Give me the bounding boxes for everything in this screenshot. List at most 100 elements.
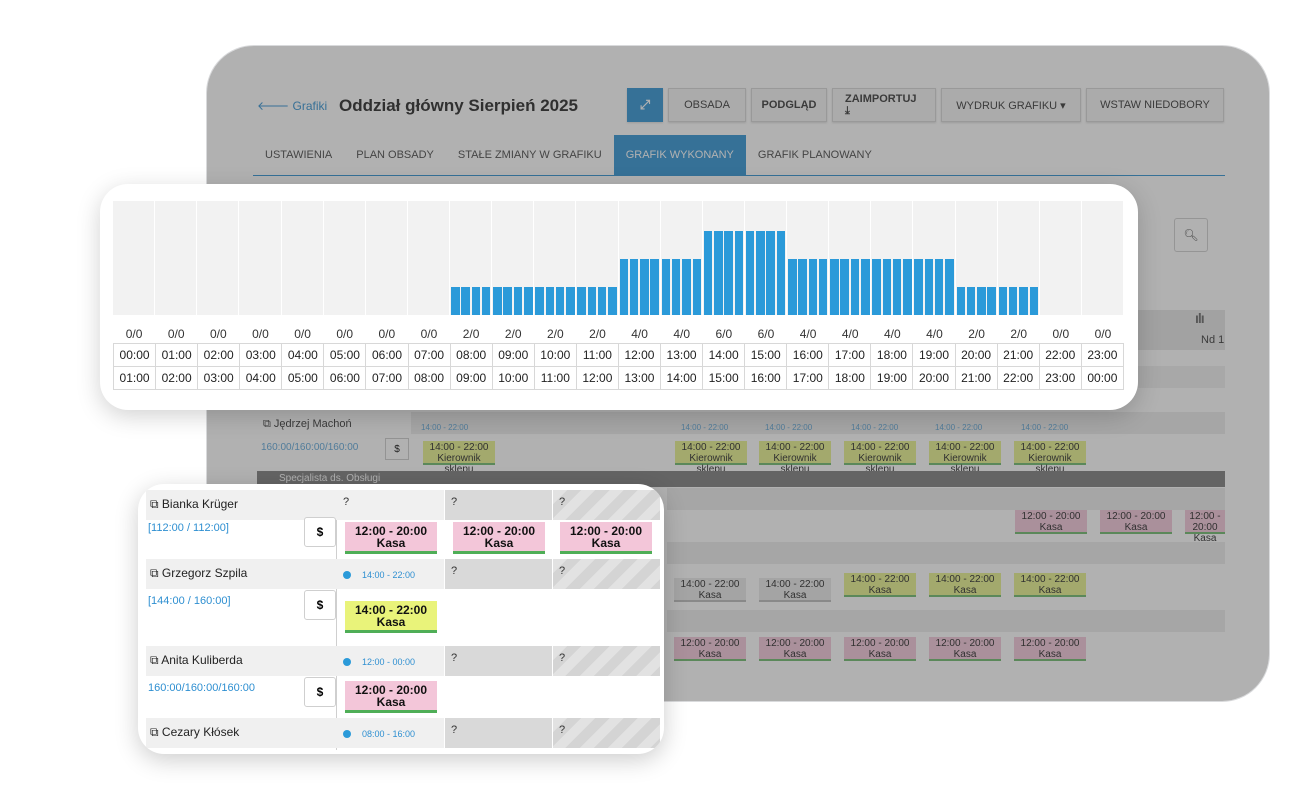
search-button[interactable]: 🔍︎ <box>1174 218 1208 252</box>
staff-count-label: 4/0 <box>631 327 648 341</box>
day-cell[interactable]: ? <box>553 646 660 676</box>
end-hour-cell: 14:00 <box>660 366 704 390</box>
podglad-button[interactable]: PODGLĄD <box>751 88 827 122</box>
employee-hours: 160:00/160:00/160:00 <box>148 682 256 694</box>
tab-plan-obsady[interactable]: PLAN OBSADY <box>356 149 434 161</box>
day-cell[interactable]: ? <box>445 718 552 748</box>
tab-stale-zmiany[interactable]: STAŁE ZMIANY W GRAFIKU <box>457 149 602 161</box>
histogram-bar <box>481 287 491 315</box>
employee-link[interactable]: ⧉ Cezary Kłósek <box>150 725 240 739</box>
shift-block[interactable]: 14:00 - 22:00 Kierownik sklepu <box>929 441 1001 475</box>
histogram-column <box>281 201 324 315</box>
search-icon: 🔍︎ <box>1183 228 1199 242</box>
start-hour-cell: 19:00 <box>912 343 956 367</box>
shift-block[interactable]: 12:00 - 20:00 Kasa <box>453 522 545 554</box>
histogram-bar <box>882 259 892 315</box>
histogram-column <box>113 201 156 315</box>
histogram-bar <box>524 287 533 315</box>
employee-link[interactable]: ⧉ Anita Kuliberda <box>150 653 243 667</box>
shift-block[interactable]: 14:00 - 22:00 Kierownik sklepu <box>675 441 747 475</box>
status-dot <box>343 571 351 579</box>
employee-link[interactable]: ⧉ Bianka Krüger <box>150 497 238 511</box>
tab-grafik-wykonany[interactable]: GRAFIK WYKONANY <box>613 135 746 175</box>
external-link-icon: ⧉ <box>263 418 271 430</box>
shift-block[interactable]: 12:00 - 20:00 Kasa <box>759 637 831 661</box>
histogram-bar <box>714 231 723 315</box>
day-cell[interactable] <box>337 718 444 748</box>
histogram-bar <box>545 287 555 315</box>
employee-link[interactable]: ⧉ Grzegorz Szpila <box>150 566 248 580</box>
staffing-histogram-popup: ✖ 0/00/00/00/00/00/00/00/02/02/02/02/04/… <box>100 184 1138 410</box>
end-hour-cell: 02:00 <box>155 366 199 390</box>
zaimportuj-button[interactable]: ZAIMPORTUJ ⤓ <box>832 88 936 122</box>
histogram-bar <box>872 259 881 315</box>
shift-block[interactable]: 14:00 - 22:00 Kasa <box>1014 573 1086 597</box>
end-hour-cell: 08:00 <box>407 366 451 390</box>
end-hour-cell: 22:00 <box>996 366 1040 390</box>
arrow-left-icon: 🡐 <box>257 99 290 113</box>
shift-block[interactable]: 14:00 - 22:00 Kasa <box>929 573 1001 597</box>
wydruk-grafiku-dropdown[interactable]: WYDRUK GRAFIKU ▾ <box>941 88 1081 122</box>
histogram-column <box>450 201 493 315</box>
shift-block[interactable]: 14:00 - 22:00 Kasa <box>674 578 746 602</box>
day-cell[interactable]: ? <box>445 490 552 520</box>
staff-count-label: 0/0 <box>378 327 396 341</box>
grid-row <box>667 542 1225 564</box>
shift-block[interactable]: 14:00 - 22:00 Kasa <box>844 573 916 597</box>
shift-block[interactable]: 12:00 - 20:00 Kasa <box>1015 510 1087 534</box>
day-cell[interactable]: ? <box>553 718 660 748</box>
histogram-column <box>492 201 535 315</box>
manager-dollar-button[interactable]: $ <box>385 438 409 460</box>
day-cell[interactable]: ? <box>445 646 552 676</box>
wstaw-niedobory-button[interactable]: WSTAW NIEDOBORY <box>1086 88 1224 122</box>
day-cell[interactable]: ? <box>445 559 552 589</box>
dollar-button[interactable]: $ <box>304 677 336 707</box>
dollar-button[interactable]: $ <box>304 590 336 620</box>
back-to-grafiki-link[interactable]: 🡐 Grafiki <box>257 99 328 113</box>
staff-count-label: 4/0 <box>841 327 859 341</box>
staff-count-label: 0/0 <box>294 327 311 341</box>
day-cell[interactable] <box>337 559 444 589</box>
shift-block[interactable]: 14:00 - 22:00 Kierownik sklepu <box>423 441 495 475</box>
shift-block[interactable]: 12:00 - 20:00 Kasa <box>1014 637 1086 661</box>
shift-block[interactable]: 12:00 - 20:00 Kasa <box>345 681 437 713</box>
shift-block[interactable]: 14:00 - 22:00 Kasa <box>759 578 831 602</box>
start-hour-cell: 13:00 <box>660 343 704 367</box>
histogram-bar <box>903 259 912 315</box>
shift-block[interactable]: 12:00 - 20:00 Kasa <box>674 637 746 661</box>
shift-block[interactable]: 12:00 - 20:00 Kasa <box>1185 510 1225 544</box>
shift-block[interactable]: 12:00 - 20:00 Kasa <box>345 522 437 554</box>
histogram-bar <box>987 287 996 315</box>
expand-button[interactable]: ⤢ <box>627 88 663 122</box>
tab-grafik-planowany[interactable]: GRAFIK PLANOWANY <box>757 149 872 161</box>
histogram-bar <box>703 231 713 315</box>
histogram-bar <box>808 259 818 315</box>
end-hour-cell: 10:00 <box>491 366 535 390</box>
manager-name[interactable]: ⧉ Jędrzej Machoń <box>263 418 352 430</box>
shift-block[interactable]: 12:00 - 20:00 Kasa <box>844 637 916 661</box>
start-hour-cell: 22:00 <box>1038 343 1082 367</box>
dollar-button[interactable]: $ <box>304 517 336 547</box>
shift-block[interactable]: 14:00 - 22:00 Kasa <box>345 601 437 633</box>
day-cell[interactable] <box>337 646 444 676</box>
end-hour-cell: 23:00 <box>1038 366 1082 390</box>
shift-block[interactable]: 14:00 - 22:00 Kierownik sklepu <box>759 441 831 475</box>
manager-hours: 160:00/160:00/160:00 <box>261 442 359 453</box>
day-cell[interactable]: ? <box>337 490 444 520</box>
shift-block[interactable]: 14:00 - 22:00 Kierownik sklepu <box>844 441 916 475</box>
end-hour-cell: 16:00 <box>744 366 788 390</box>
shift-block[interactable]: 12:00 - 20:00 Kasa <box>1100 510 1172 534</box>
shift-block[interactable]: 12:00 - 20:00 Kasa <box>929 637 1001 661</box>
histogram-column <box>407 201 450 315</box>
shift-block[interactable]: 12:00 - 20:00 Kasa <box>560 522 652 554</box>
tab-ustawienia[interactable]: USTAWIENIA <box>265 149 333 161</box>
grid-row <box>667 488 1225 510</box>
day-cell[interactable]: ? <box>553 490 660 520</box>
external-link-icon: ⧉ <box>150 725 159 739</box>
day-cell[interactable]: ? <box>553 559 660 589</box>
obsada-button[interactable]: OBSADA <box>668 88 746 122</box>
shift-block[interactable]: 14:00 - 22:00 Kierownik sklepu <box>1014 441 1086 475</box>
bar-chart-icon[interactable]: ılı <box>1195 310 1205 326</box>
start-hour-cell: 16:00 <box>786 343 830 367</box>
histogram-bar <box>734 231 744 315</box>
